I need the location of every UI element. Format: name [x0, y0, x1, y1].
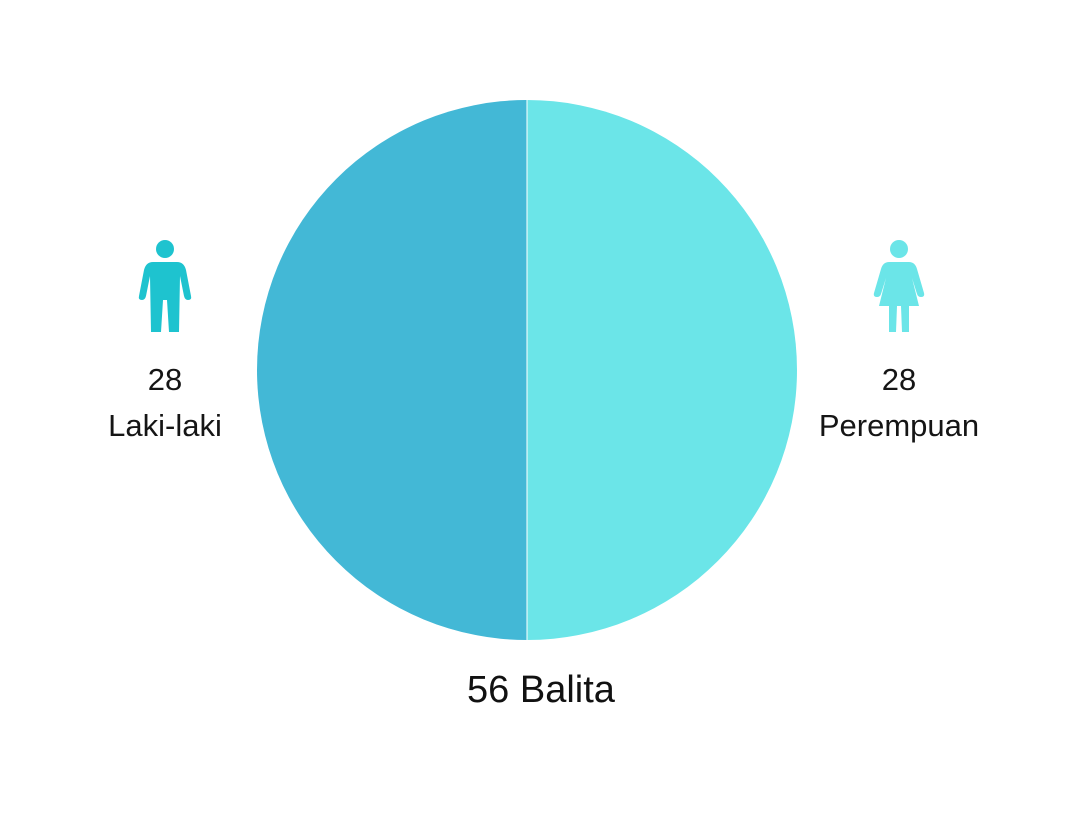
female-child-icon	[873, 240, 925, 332]
female-category-name: Perempuan	[818, 408, 980, 443]
male-child-icon	[138, 240, 192, 332]
female-label: 28 Perempuan	[789, 357, 1009, 449]
pie-slice-perempuan	[527, 100, 797, 640]
male-count: 28	[147, 362, 183, 397]
total-label: 56 Balita	[467, 669, 615, 711]
male-label: 28 Laki-laki	[55, 357, 275, 449]
female-count: 28	[881, 362, 917, 397]
male-category-name: Laki-laki	[108, 408, 222, 443]
pie-slice-laki-laki	[257, 100, 527, 640]
